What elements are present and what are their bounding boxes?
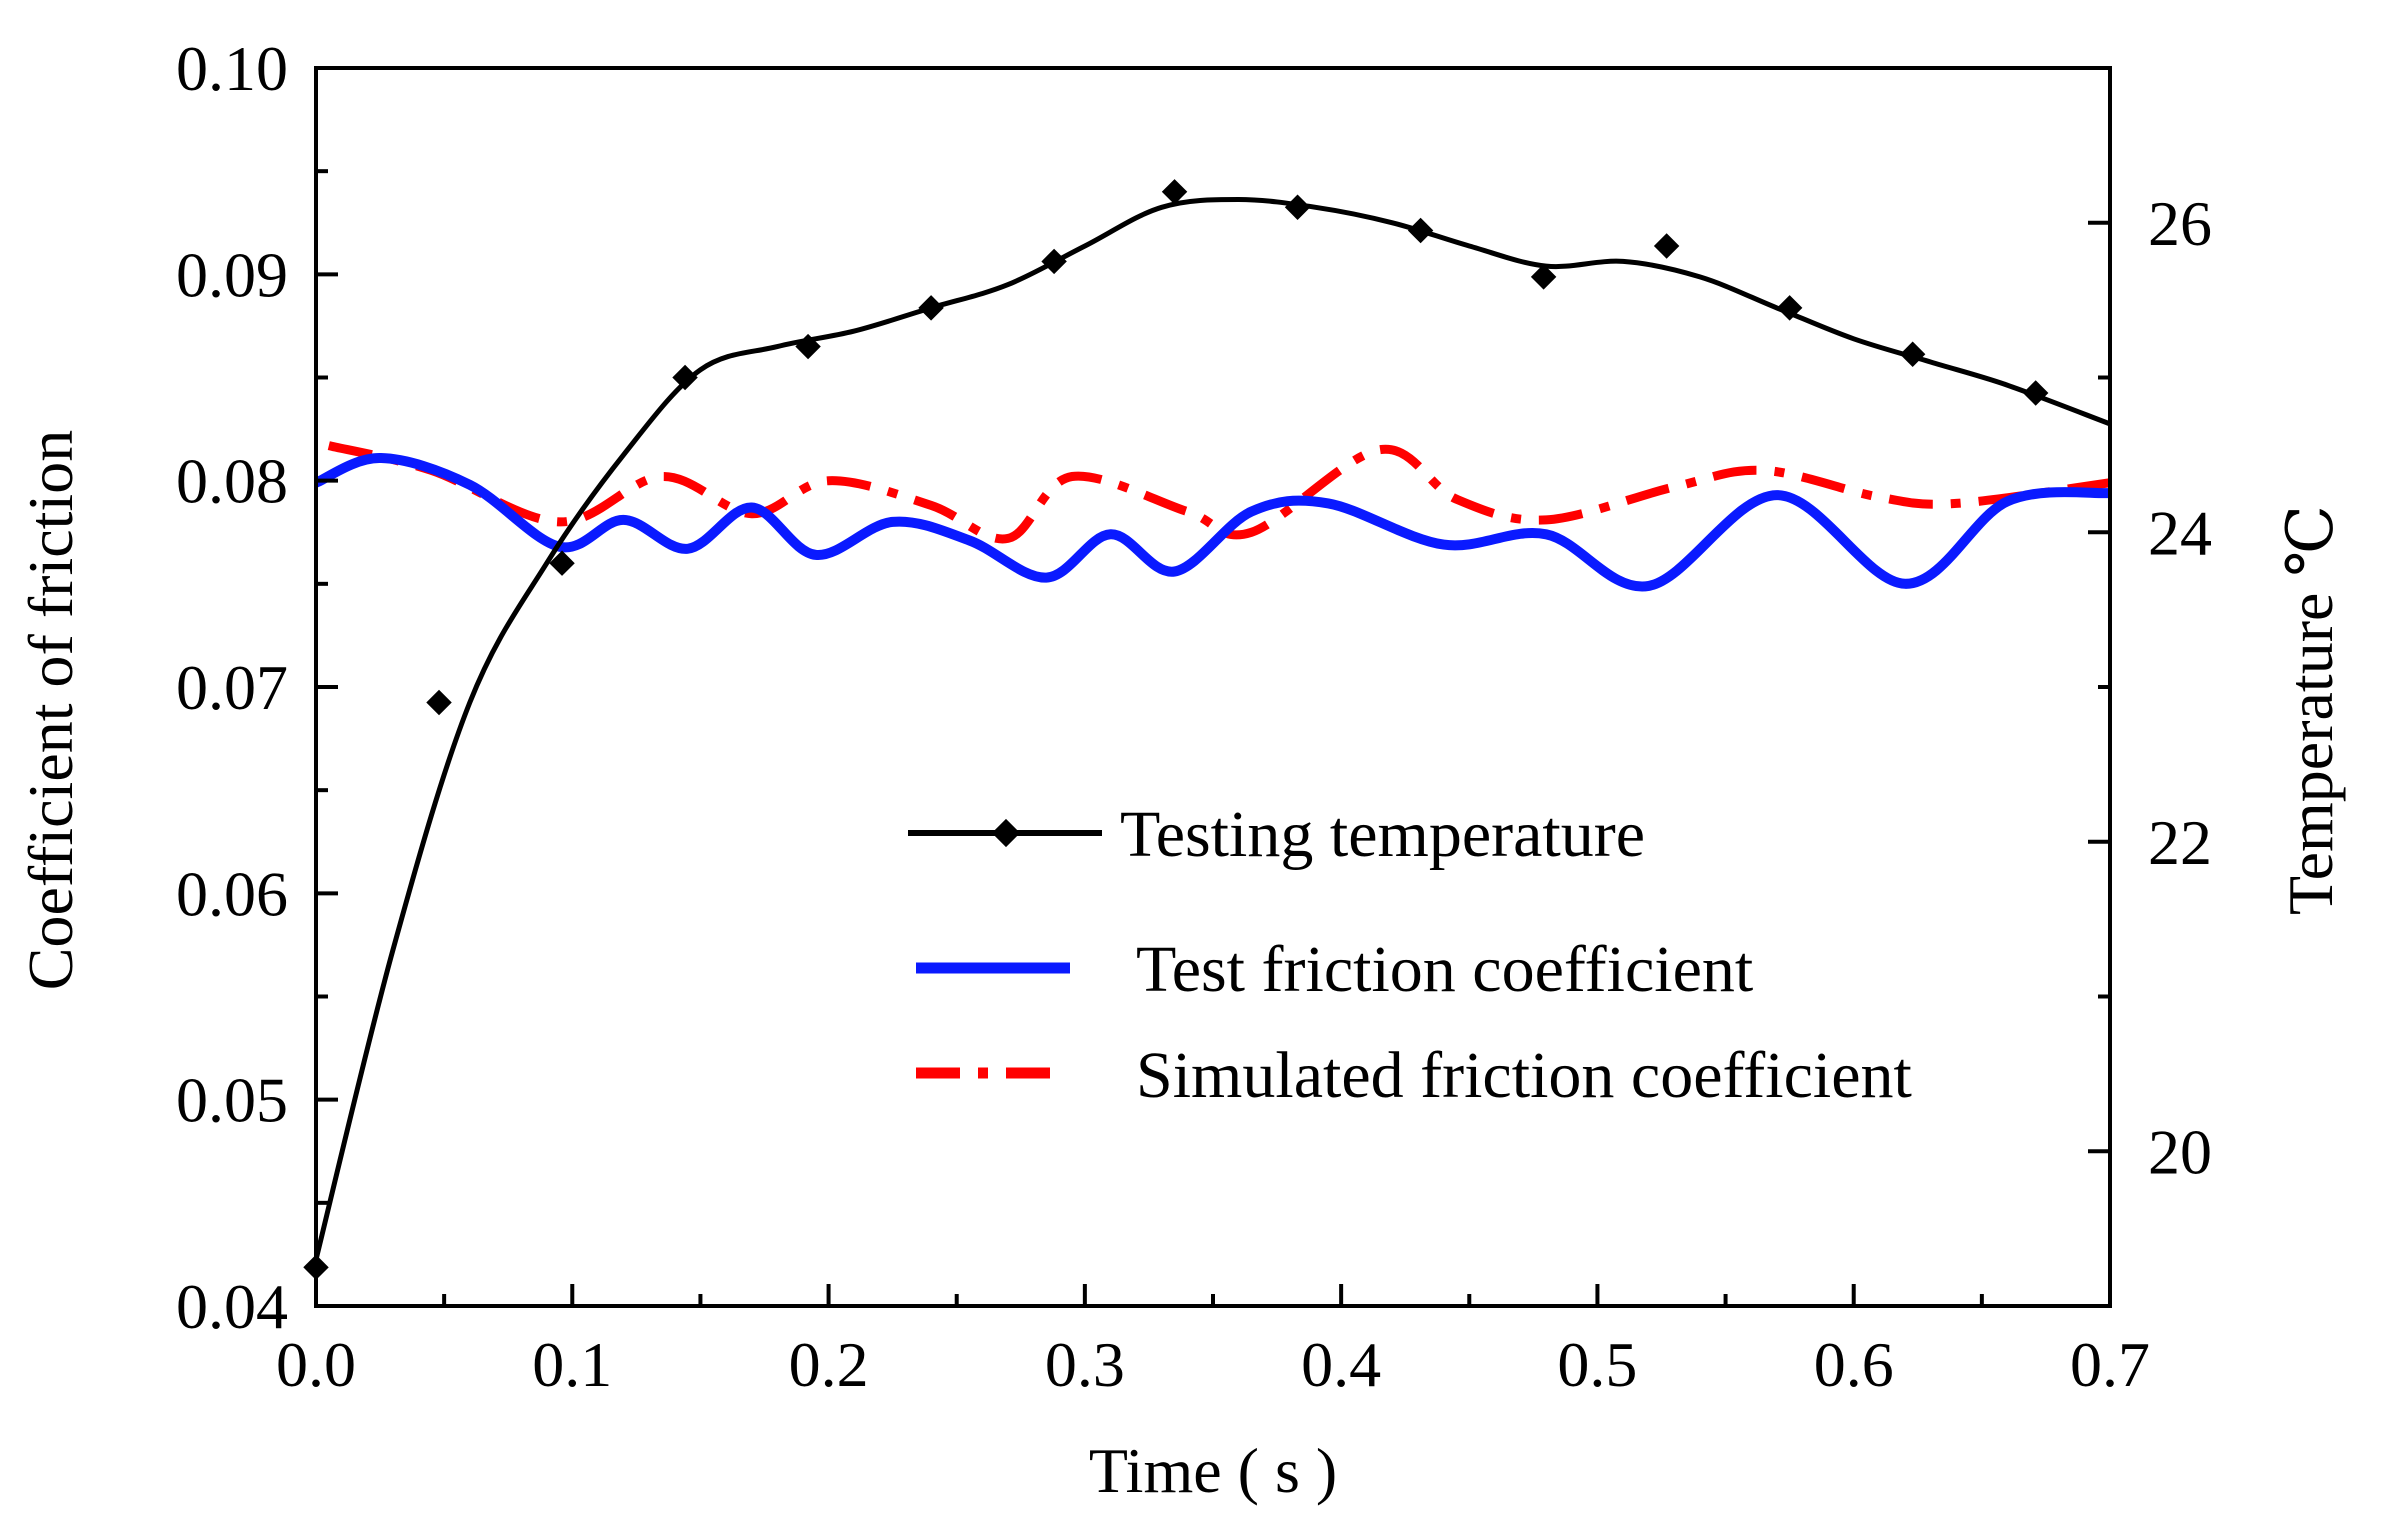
temperature-point-9: [1407, 217, 1434, 244]
y2-axis-title: Temperature ℃: [2275, 505, 2346, 915]
y2-tick-label-2: 24: [2148, 497, 2212, 568]
temperature-point-1: [426, 689, 452, 716]
temperature-point-5: [918, 295, 944, 321]
y-tick-label-1: 0.05: [176, 1065, 288, 1136]
plot-frame: [314, 66, 2112, 1308]
series-line-temperature: [313, 196, 2111, 1261]
x-tick-label-7: 0.7: [2070, 1329, 2150, 1400]
temperature-point-14: [2022, 380, 2049, 406]
series-line-test-friction: [313, 452, 2111, 592]
temperature-point-6: [1041, 248, 1067, 275]
temperature-point-4: [795, 333, 821, 360]
y2-tick-label-3: 26: [2148, 188, 2212, 259]
ticks-layer: 0.0 0.1 0.2 0.3 0.4 0.5 0.6 0.7 0.04 0.05 0.06 0.07…: [176, 33, 2212, 1400]
legend-label-simulated-friction: Simulated friction coefficient: [1136, 1039, 1912, 1112]
x-tick-label-6: 0.6: [1814, 1329, 1894, 1400]
legend: Testing temperature Test friction coeffi…: [908, 798, 1912, 1112]
x-tick-label-2: 0.2: [789, 1329, 869, 1400]
temperature-point-2: [549, 550, 575, 576]
legend-label-temperature: Testing temperature: [1120, 798, 1645, 871]
temperature-point-8: [1284, 194, 1311, 221]
y-tick-label-0: 0.04: [176, 1271, 288, 1342]
x-tick-label-4: 0.4: [1301, 1329, 1381, 1400]
x-axis-title: Time ( s ): [1089, 1435, 1337, 1506]
temperature-point-3: [672, 364, 698, 391]
y2-tick-label-0: 20: [2148, 1116, 2212, 1187]
temperature-point-11: [1653, 233, 1680, 259]
legend-label-test-friction: Test friction coefficient: [1136, 933, 1753, 1006]
temperature-point-13: [1899, 341, 1926, 368]
y-tick-label-6: 0.10: [176, 33, 288, 104]
y-tick-label-5: 0.09: [176, 239, 288, 310]
y-tick-label-4: 0.08: [176, 446, 288, 517]
y-tick-label-2: 0.06: [176, 858, 288, 929]
legend-marker-temperature: [991, 818, 1021, 848]
x-tick-label-1: 0.1: [532, 1329, 612, 1400]
x-tick-label-5: 0.5: [1557, 1329, 1637, 1400]
series-layer: [303, 179, 2111, 1281]
x-tick-label-3: 0.3: [1045, 1329, 1125, 1400]
y-axis-title: Coefficient of friction: [15, 430, 86, 990]
x-tick-label-0: 0.0: [276, 1329, 356, 1400]
y-tick-label-3: 0.07: [176, 652, 288, 723]
y2-tick-label-1: 22: [2148, 807, 2212, 878]
